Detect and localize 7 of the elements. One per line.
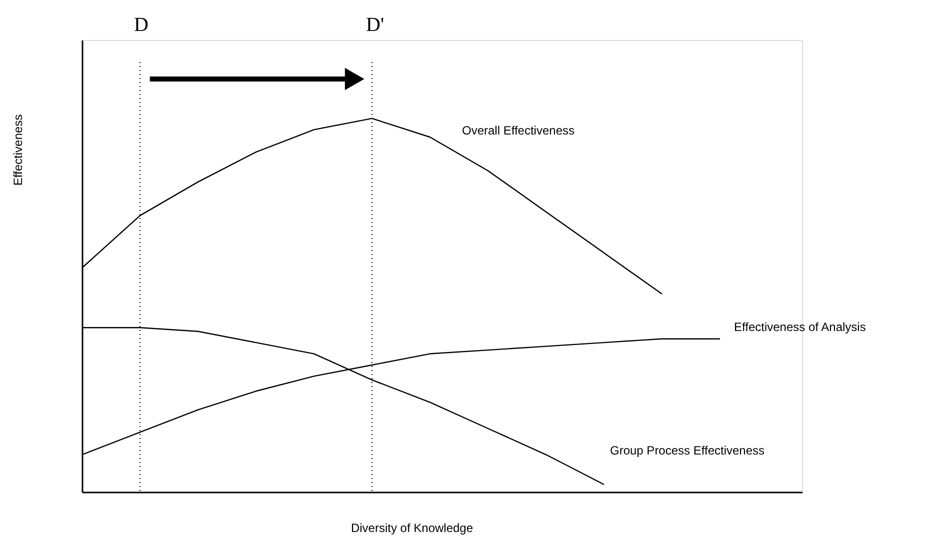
text: Group Process Effectiveness [610,444,765,458]
x-axis-title: Diversity of Knowledge [350,521,474,535]
y-axis-title: Effectiveness [11,114,25,186]
series-label: Overall Effectiveness [462,123,574,138]
text: D' [366,14,384,36]
text: D [134,14,148,36]
series-label: Effectiveness of Analysis [734,320,866,334]
